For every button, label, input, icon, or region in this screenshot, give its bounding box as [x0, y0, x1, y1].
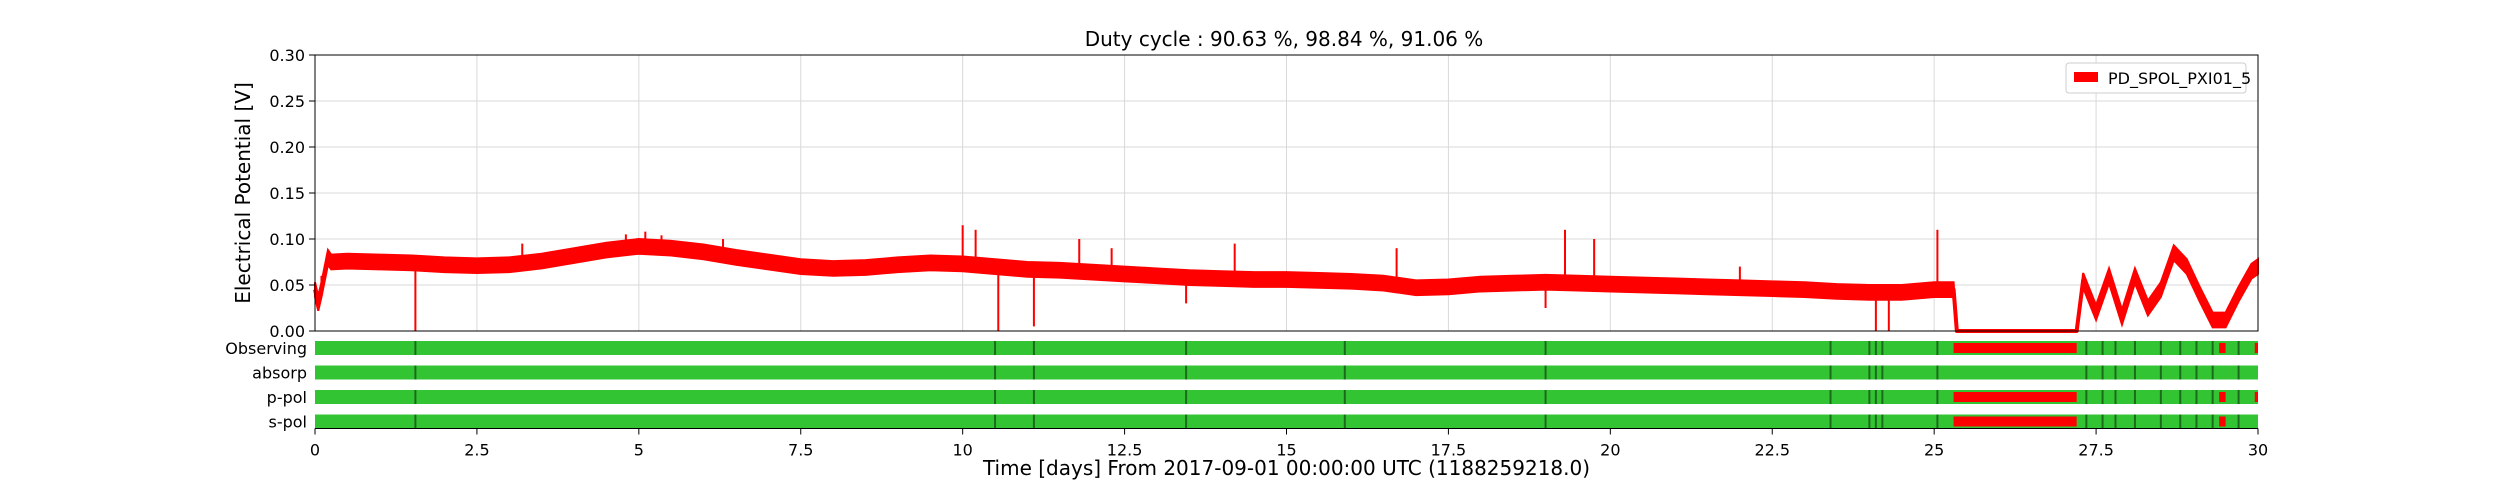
y-axis-ticks: 0.00 0.05 0.10 0.15 0.20 0.25 0.30 [269, 46, 315, 341]
segment-bar-s-pol [315, 414, 2258, 429]
segment-off-observing [1953, 343, 2077, 353]
series-line [313, 244, 2260, 333]
x-tick-label: 0 [310, 441, 320, 460]
chart-title: Duty cycle : 90.63 %, 98.84 %, 91.06 % [1085, 27, 1484, 51]
y-tick-label: 0.10 [269, 230, 305, 249]
segment-off-s-pol [1953, 416, 2077, 427]
y-axis-label: Electrical Potential [V] [231, 82, 255, 304]
legend-box [2065, 62, 2247, 94]
x-tick-label: 17.5 [1431, 441, 1467, 460]
segment-label-absorp: absorp [252, 364, 307, 383]
segment-label-observing: Observing [225, 339, 307, 358]
segment-off-p-pol [1953, 392, 2077, 402]
segment-bar-absorp [315, 365, 2258, 380]
segment-label-p-pol: p-pol [267, 388, 307, 407]
segment-off-s-pol [2219, 416, 2226, 427]
segment-off-p-pol [2219, 392, 2226, 402]
x-tick-label: 22.5 [1754, 441, 1790, 460]
segment-off-observing [2254, 343, 2258, 353]
y-tick-label: 0.15 [269, 184, 305, 203]
legend-swatch [2074, 72, 2098, 82]
x-axis-ticks: 0 2.5 5 7.5 10 12.5 15 17.5 20 22.5 25 27.5 30 [310, 428, 2268, 460]
x-tick-label: 20 [1600, 441, 1620, 460]
x-tick-label: 7.5 [788, 441, 813, 460]
y-tick-label: 0.25 [269, 92, 305, 111]
x-axis-label: Time [days] From 2017-09-01 00:00:00 UTC… [982, 456, 1590, 480]
segment-off-p-pol [2254, 392, 2258, 402]
x-tick-label: 15 [1276, 441, 1296, 460]
segment-off-observing [2219, 343, 2226, 353]
y-tick-label: 0.00 [269, 322, 305, 341]
x-tick-label: 30 [2248, 441, 2268, 460]
x-tick-label: 12.5 [1107, 441, 1143, 460]
y-tick-label: 0.20 [269, 138, 305, 157]
segment-bar-observing [315, 341, 2258, 355]
x-tick-label: 2.5 [464, 441, 489, 460]
x-tick-label: 25 [1924, 441, 1944, 460]
x-tick-label: 10 [952, 441, 972, 460]
segment-label-s-pol: s-pol [269, 413, 308, 432]
x-tick-label: 27.5 [2078, 441, 2114, 460]
legend-entry-pd-spol-pxi01-5: PD_SPOL_PXI01_5 [2108, 69, 2251, 89]
plot-area [313, 54, 2260, 333]
x-tick-label: 5 [634, 441, 644, 460]
segment-bar-p-pol [315, 390, 2258, 404]
segment-bars: Observing absorp p-pol s-pol [225, 339, 2258, 432]
y-tick-label: 0.05 [269, 276, 305, 295]
y-tick-label: 0.30 [269, 46, 305, 65]
legend: PD_SPOL_PXI01_5 [2065, 62, 2251, 94]
